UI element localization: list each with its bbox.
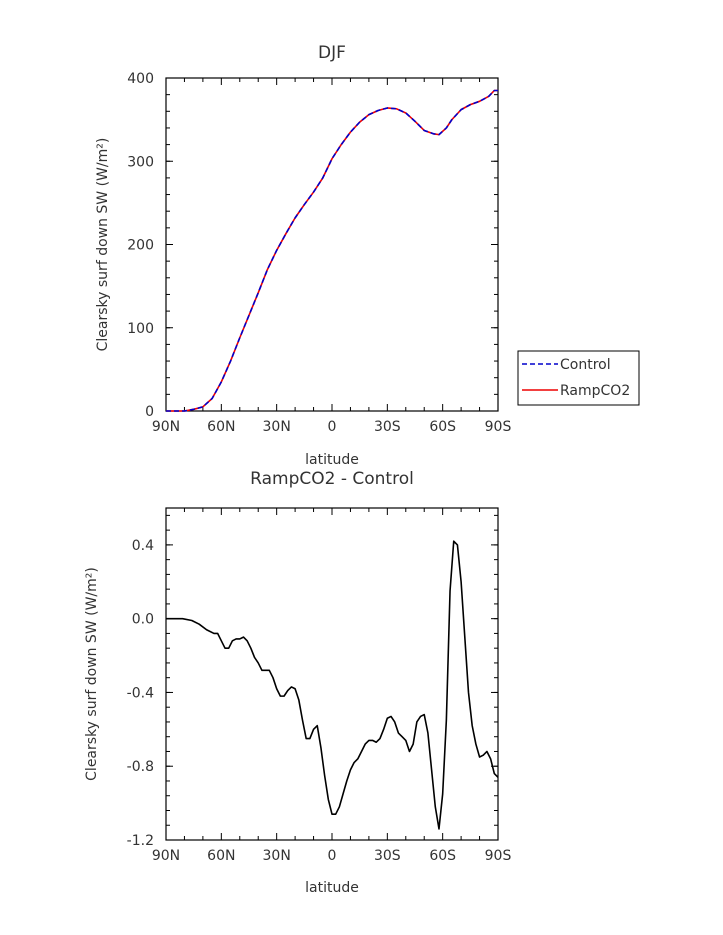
x-axis-label: latitude	[305, 880, 359, 896]
y-tick-label: -0.8	[127, 759, 154, 775]
x-tick-label: 60N	[207, 848, 235, 864]
axis-ticks: 90N 60N 30N 0 30S 60S 90S 0.4 0.0 -0.4 -0.8 -1.2	[127, 508, 512, 864]
x-axis-label: latitude	[305, 452, 359, 468]
x-tick-label: 60N	[207, 419, 235, 435]
axis-ticks: 90N 60N 30N 0 30S 60S 90S 0 100 200 300 400	[127, 71, 511, 435]
y-tick-label: 100	[127, 321, 154, 337]
x-tick-label: 90S	[485, 848, 512, 864]
legend-box	[517, 350, 640, 406]
legend-label-rampco2: RampCO2	[560, 383, 630, 399]
y-axis-label: Clearsky surf down SW (W/m²)	[84, 567, 100, 781]
x-tick-label: 0	[328, 419, 337, 435]
plot-frame	[165, 77, 499, 412]
x-tick-label: 60S	[429, 848, 456, 864]
x-tick-label: 30N	[263, 848, 291, 864]
legend: Control RampCO2	[517, 350, 640, 406]
y-tick-label: 0.4	[132, 538, 154, 554]
y-tick-label: -1.2	[127, 833, 154, 849]
y-tick-label: 200	[127, 238, 154, 254]
y-tick-label: -0.4	[127, 685, 154, 701]
y-tick-label: 0.0	[132, 612, 154, 628]
series-lines	[166, 540, 499, 830]
legend-label-control: Control	[560, 357, 611, 373]
x-tick-label: 30S	[374, 419, 401, 435]
series-line-control	[166, 89, 498, 412]
x-tick-label: 90N	[152, 848, 180, 864]
y-tick-label: 400	[127, 71, 154, 87]
x-tick-label: 90N	[152, 419, 180, 435]
chart-title: DJF	[318, 43, 346, 63]
x-tick-label: 30N	[263, 419, 291, 435]
series-line-difference	[166, 540, 499, 830]
x-tick-label: 90S	[485, 419, 512, 435]
chart-panel-top: DJF 90N 60N 30N 0 30S 60S 90S 0 100 200 300 400 lat…	[95, 43, 640, 468]
chart-title: RampCO2 - Control	[250, 469, 414, 489]
y-tick-label: 300	[127, 154, 154, 170]
y-axis-label: Clearsky surf down SW (W/m²)	[95, 138, 111, 352]
series-line-rampco2	[166, 89, 498, 412]
y-tick-label: 0	[145, 404, 154, 420]
x-tick-label: 0	[328, 848, 337, 864]
x-tick-label: 60S	[429, 419, 456, 435]
series-lines	[166, 89, 498, 412]
x-tick-label: 30S	[374, 848, 401, 864]
chart-panel-bottom: RampCO2 - Control 90N 60N 30N 0 30S 60S 90S 0.4…	[84, 469, 511, 896]
